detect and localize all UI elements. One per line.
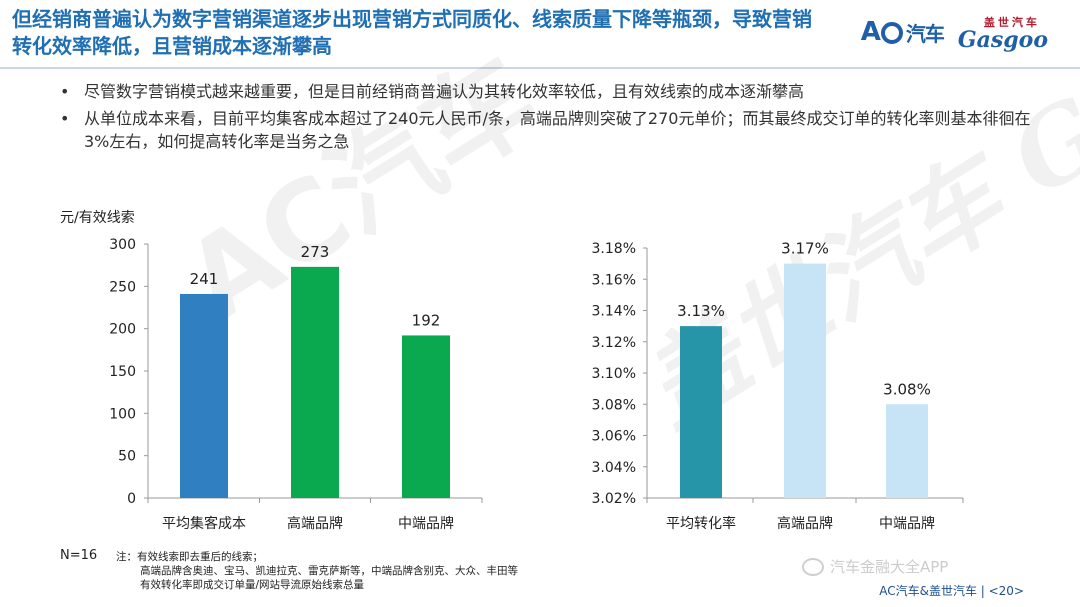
chart1-bar [180, 293, 228, 498]
chart1-y-tick-label: 200 [109, 322, 136, 338]
chart2-y-tick-label: 3.04% [592, 460, 636, 476]
gasgoo-logo-en: Gasgoo [957, 27, 1048, 53]
gasgoo-logo-cn: 盖世汽车 [983, 16, 1040, 29]
chart1-y-tick-label: 50 [118, 449, 136, 465]
bullet-item: 从单位成本来看，目前平均集客成本超过了240元人民币/条，高端品牌则突破了270… [60, 107, 1050, 153]
chart2-y-tick-label: 3.12% [592, 335, 636, 351]
chart2-data-label: 3.17% [781, 240, 829, 258]
chart1-category-label: 中端品牌 [398, 515, 454, 532]
footnote-line: 注：有效线索即去重后的线索； [116, 551, 263, 563]
wechat-text: 汽车金融大全APP [830, 558, 949, 576]
footnote-line: 有效转化率即成交订单量/网站导流原始线索总量 [140, 579, 365, 591]
chart2-bar [680, 326, 722, 498]
chart2-y-tick-label: 3.02% [592, 491, 636, 507]
chart1-bar [402, 335, 450, 498]
sample-size-label: N=16 [60, 548, 98, 563]
chart1-bar [291, 266, 339, 498]
logo-group: A 汽车 盖世汽车 Gasgoo [860, 14, 1048, 53]
chart1-y-tick-label: 250 [109, 279, 136, 295]
bullet-item: 尽管数字营销模式越来越重要，但是目前经销商普遍认为其转化效率较低，且有效线索的成… [60, 80, 1050, 103]
chart2-y-tick-label: 3.08% [592, 397, 636, 413]
chart1-y-tick-label: 100 [109, 406, 136, 422]
ac-logo: A 汽车 [860, 17, 945, 47]
chart2-y-tick-label: 3.18% [592, 241, 636, 257]
wechat-watermark: 汽车金融大全APP [802, 556, 948, 577]
ac-logo-ring-icon [880, 22, 903, 44]
footnote: 注：有效线索即去重后的线索； 高端品牌含奥迪、宝马、凯迪拉克、雷克萨斯等，中端品… [116, 550, 518, 592]
chart1-category-label: 平均集客成本 [162, 515, 246, 532]
chart2-bar [886, 404, 928, 498]
chart2-category-label: 高端品牌 [777, 515, 833, 532]
page-footer: AC汽车&盖世汽车 | <20> [879, 584, 1024, 598]
ac-logo-a: A [860, 17, 881, 47]
page-title: 但经销商普遍认为数字营销渠道逐步出现营销方式同质化、线索质量下降等瓶颈，导致营销… [12, 7, 812, 58]
chart1-y-unit-label: 元/有效线索 [60, 210, 135, 226]
chart2-bar [784, 263, 826, 498]
chart2-y-tick-label: 3.14% [592, 304, 636, 320]
chart2-y-tick-label: 3.06% [592, 429, 636, 445]
chart2-data-label: 3.13% [677, 302, 725, 320]
chart1-data-label: 241 [190, 270, 219, 288]
chart1-y-tick-label: 0 [127, 491, 136, 507]
chart2-category-label: 中端品牌 [879, 515, 935, 532]
wechat-icon [802, 557, 824, 576]
chart2-y-tick-label: 3.10% [592, 366, 636, 382]
chart1-data-label: 273 [301, 243, 330, 261]
chart1-y-tick-label: 300 [109, 237, 136, 253]
chart2-category-label: 平均转化率 [666, 515, 736, 532]
chart2-y-tick-label: 3.16% [592, 272, 636, 288]
chart1-data-label: 192 [412, 311, 441, 329]
header-divider [0, 67, 1080, 69]
chart1-y-tick-label: 150 [109, 364, 136, 380]
chart1-category-label: 高端品牌 [287, 515, 343, 532]
chart2-data-label: 3.08% [883, 380, 931, 398]
footnote-line: 高端品牌含奥迪、宝马、凯迪拉克、雷克萨斯等，中端品牌含别克、大众、丰田等 [140, 565, 518, 577]
gasgoo-logo: 盖世汽车 Gasgoo [957, 14, 1048, 53]
bullet-list: 尽管数字营销模式越来越重要，但是目前经销商普遍认为其转化效率较低，且有效线索的成… [60, 80, 1050, 157]
ac-logo-cn: 汽车 [905, 21, 945, 46]
